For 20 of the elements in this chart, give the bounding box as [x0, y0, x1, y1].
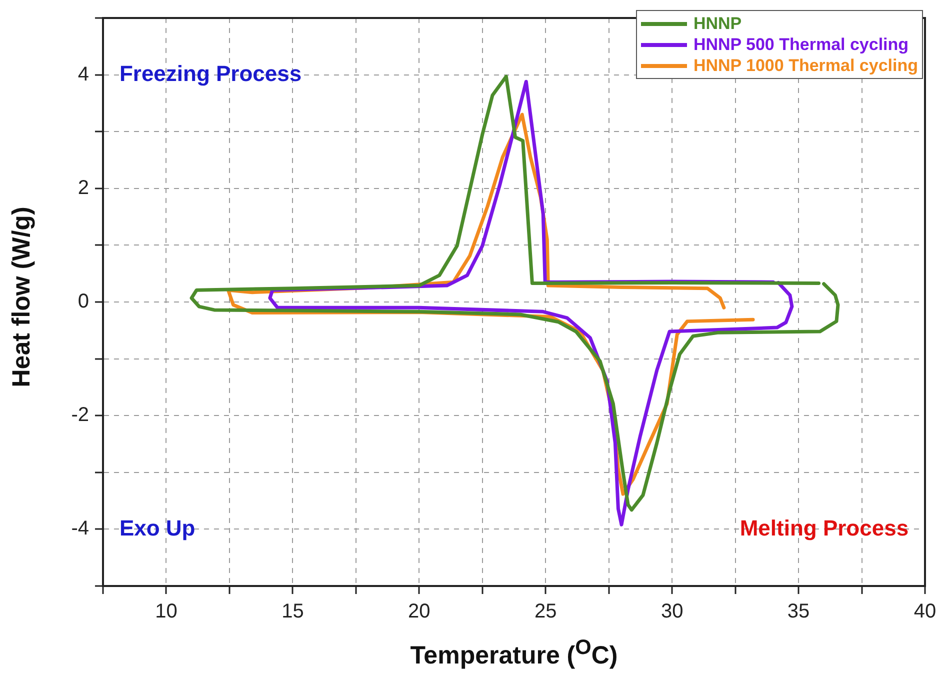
y-axis-title: Heat flow (W/g): [8, 206, 36, 388]
legend-label: HNNP: [693, 14, 742, 34]
annotation: Freezing Process: [119, 60, 302, 86]
legend-label: HNNP 1000 Thermal cycling: [693, 56, 918, 76]
y-tick-label: 4: [78, 63, 89, 86]
y-tick-label: -2: [71, 404, 89, 426]
x-tick-label: 25: [534, 600, 557, 623]
x-tick-label: 15: [282, 600, 304, 623]
x-tick-label: 10: [155, 600, 178, 623]
y-tick-label: 2: [78, 176, 89, 199]
annotation: Exo Up: [119, 515, 196, 540]
x-tick-label: 20: [408, 600, 430, 623]
annotation: Melting Process: [740, 515, 909, 540]
y-tick-label: 0: [78, 290, 89, 313]
x-tick-label: 35: [787, 600, 810, 623]
legend-label: HNNP 500 Thermal cycling: [693, 34, 909, 54]
y-tick-label: -4: [71, 518, 89, 540]
x-axis-title: Temperature ($^{O}$C): [409, 636, 619, 670]
x-tick-label: 40: [914, 600, 936, 623]
x-tick-label: 30: [660, 600, 684, 623]
